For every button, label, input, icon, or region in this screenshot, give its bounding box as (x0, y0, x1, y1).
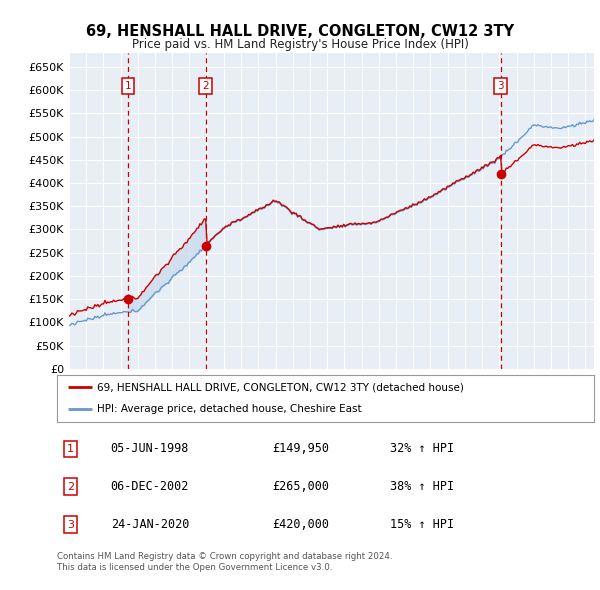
Text: 3: 3 (497, 81, 504, 91)
Text: Contains HM Land Registry data © Crown copyright and database right 2024.: Contains HM Land Registry data © Crown c… (57, 552, 392, 560)
Text: 05-JUN-1998: 05-JUN-1998 (111, 442, 189, 455)
Text: Price paid vs. HM Land Registry's House Price Index (HPI): Price paid vs. HM Land Registry's House … (131, 38, 469, 51)
Text: 06-DEC-2002: 06-DEC-2002 (111, 480, 189, 493)
Text: £420,000: £420,000 (272, 518, 329, 531)
Text: 2: 2 (67, 482, 74, 491)
Text: 1: 1 (125, 81, 131, 91)
Text: 15% ↑ HPI: 15% ↑ HPI (390, 518, 454, 531)
Text: 69, HENSHALL HALL DRIVE, CONGLETON, CW12 3TY: 69, HENSHALL HALL DRIVE, CONGLETON, CW12… (86, 24, 514, 38)
Text: 2: 2 (202, 81, 209, 91)
Text: 32% ↑ HPI: 32% ↑ HPI (390, 442, 454, 455)
Text: 24-JAN-2020: 24-JAN-2020 (111, 518, 189, 531)
Text: 69, HENSHALL HALL DRIVE, CONGLETON, CW12 3TY (detached house): 69, HENSHALL HALL DRIVE, CONGLETON, CW12… (97, 382, 464, 392)
Text: £149,950: £149,950 (272, 442, 329, 455)
Text: £265,000: £265,000 (272, 480, 329, 493)
Text: 3: 3 (67, 520, 74, 529)
Text: 38% ↑ HPI: 38% ↑ HPI (390, 480, 454, 493)
Text: 1: 1 (67, 444, 74, 454)
Text: This data is licensed under the Open Government Licence v3.0.: This data is licensed under the Open Gov… (57, 563, 332, 572)
Text: HPI: Average price, detached house, Cheshire East: HPI: Average price, detached house, Ches… (97, 404, 362, 414)
